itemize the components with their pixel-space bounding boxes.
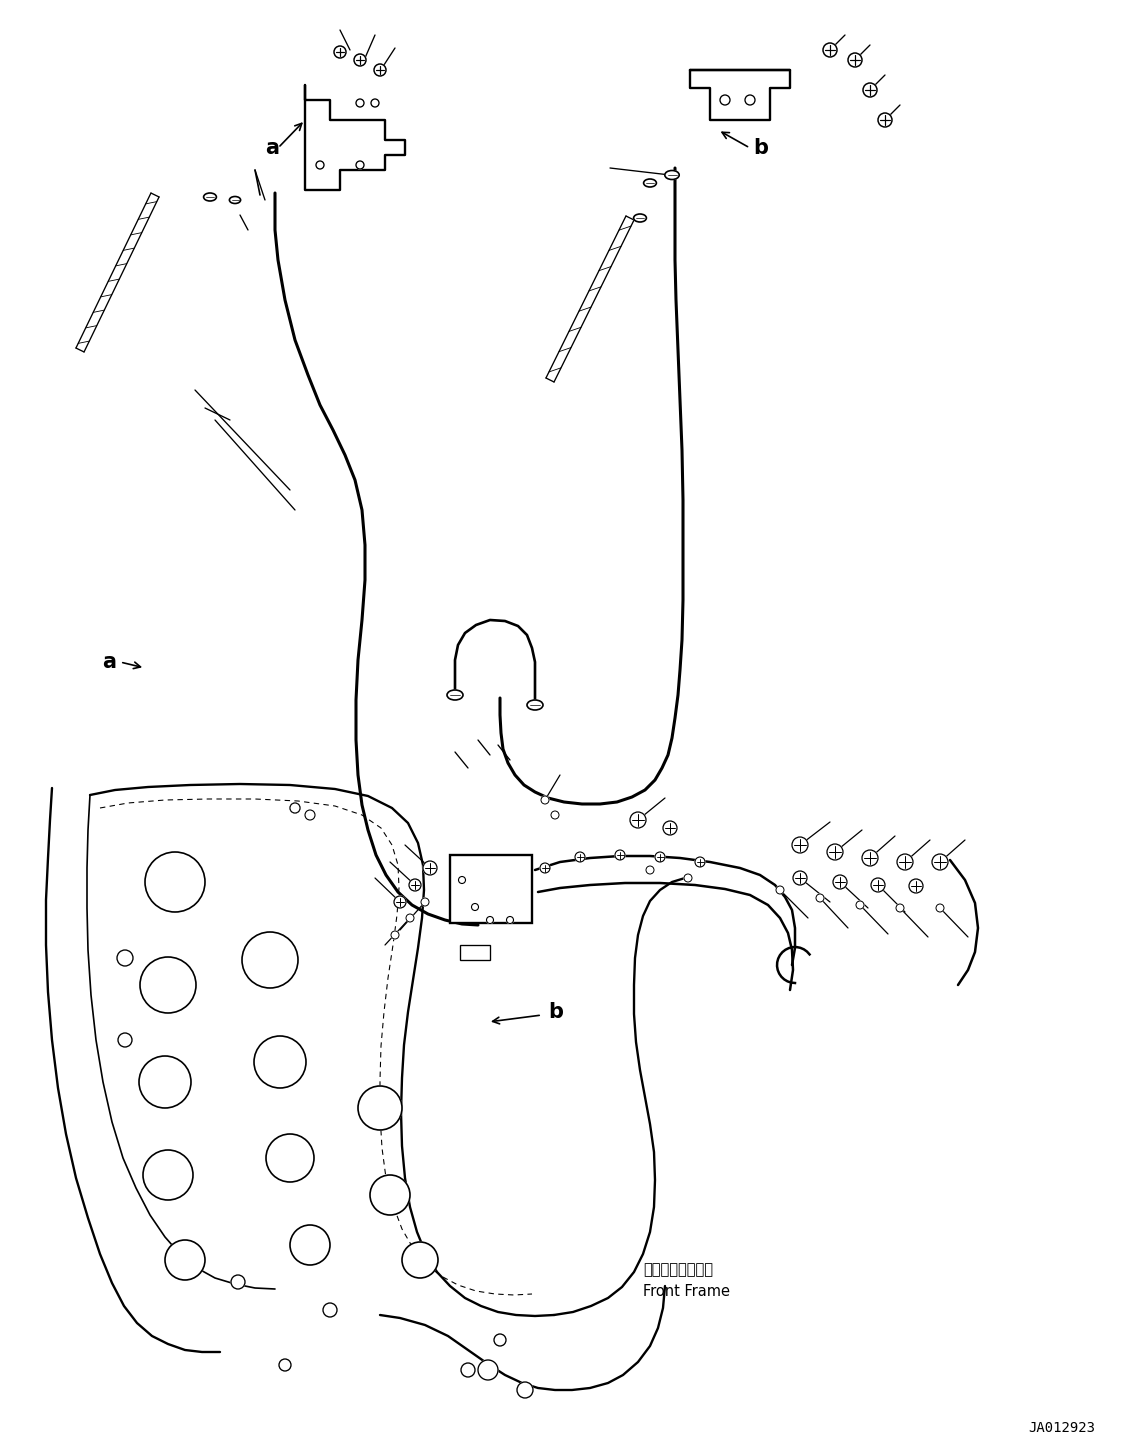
Circle shape	[575, 851, 585, 862]
Circle shape	[517, 1382, 533, 1398]
Circle shape	[646, 866, 654, 875]
Circle shape	[932, 854, 948, 870]
Circle shape	[394, 897, 406, 908]
Circle shape	[664, 821, 677, 835]
Circle shape	[494, 1334, 506, 1345]
Circle shape	[856, 901, 864, 910]
Ellipse shape	[644, 179, 657, 187]
Circle shape	[374, 64, 386, 76]
Circle shape	[848, 52, 862, 67]
Ellipse shape	[634, 214, 646, 222]
Ellipse shape	[665, 170, 680, 180]
Circle shape	[266, 1133, 315, 1181]
Circle shape	[334, 46, 346, 58]
Circle shape	[862, 850, 878, 866]
Circle shape	[371, 99, 379, 108]
Circle shape	[140, 958, 196, 1013]
Circle shape	[823, 44, 837, 57]
Circle shape	[936, 904, 944, 912]
Ellipse shape	[203, 193, 217, 201]
Circle shape	[422, 862, 437, 875]
Circle shape	[358, 1085, 402, 1130]
Circle shape	[323, 1303, 338, 1316]
Ellipse shape	[230, 196, 241, 203]
Circle shape	[254, 1036, 307, 1088]
Text: Front Frame: Front Frame	[643, 1284, 730, 1299]
Circle shape	[391, 931, 400, 939]
Circle shape	[487, 917, 494, 924]
Circle shape	[231, 1274, 245, 1289]
Text: b: b	[548, 1003, 563, 1021]
Circle shape	[897, 854, 913, 870]
Circle shape	[540, 863, 550, 873]
Circle shape	[478, 1360, 498, 1380]
Circle shape	[242, 931, 298, 988]
Circle shape	[863, 83, 877, 97]
Circle shape	[290, 1225, 329, 1266]
Circle shape	[144, 1149, 193, 1200]
Circle shape	[402, 1242, 439, 1279]
Circle shape	[792, 837, 808, 853]
Circle shape	[117, 950, 133, 966]
Circle shape	[165, 1239, 205, 1280]
Circle shape	[409, 879, 421, 891]
Circle shape	[290, 804, 300, 814]
Circle shape	[909, 879, 923, 894]
Ellipse shape	[447, 690, 463, 700]
Circle shape	[506, 917, 513, 924]
Circle shape	[684, 875, 692, 882]
Circle shape	[370, 1175, 410, 1215]
Circle shape	[118, 1033, 132, 1048]
Circle shape	[895, 904, 903, 912]
Circle shape	[630, 812, 646, 828]
Circle shape	[406, 914, 414, 923]
Circle shape	[316, 161, 324, 169]
Text: JA012923: JA012923	[1027, 1421, 1095, 1436]
Circle shape	[827, 844, 843, 860]
Circle shape	[720, 94, 730, 105]
Circle shape	[551, 811, 559, 819]
Circle shape	[305, 809, 315, 819]
Circle shape	[695, 857, 705, 867]
Circle shape	[472, 904, 479, 911]
Bar	[460, 944, 490, 960]
Circle shape	[458, 876, 465, 883]
Circle shape	[615, 850, 625, 860]
Bar	[450, 854, 532, 923]
Circle shape	[461, 1363, 475, 1377]
Circle shape	[776, 886, 784, 894]
Circle shape	[541, 796, 549, 804]
Circle shape	[833, 875, 847, 889]
Ellipse shape	[527, 700, 543, 711]
Circle shape	[279, 1359, 290, 1372]
Circle shape	[793, 870, 807, 885]
Circle shape	[656, 851, 665, 862]
Circle shape	[816, 894, 824, 902]
Circle shape	[145, 851, 205, 912]
Circle shape	[878, 113, 892, 126]
Circle shape	[745, 94, 755, 105]
Circle shape	[356, 99, 364, 108]
Circle shape	[139, 1056, 191, 1109]
Circle shape	[871, 878, 885, 892]
Text: フロントフレーム: フロントフレーム	[643, 1263, 713, 1277]
Circle shape	[421, 898, 429, 907]
Circle shape	[354, 54, 366, 65]
Text: b: b	[753, 138, 768, 158]
Circle shape	[290, 804, 300, 814]
Text: a: a	[102, 652, 116, 671]
Circle shape	[356, 161, 364, 169]
Text: a: a	[265, 138, 279, 158]
